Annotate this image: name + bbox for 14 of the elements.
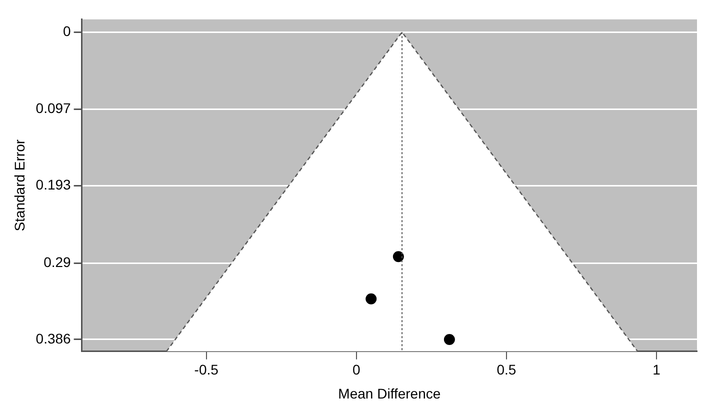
y-axis-title: Standard Error: [11, 139, 28, 232]
y-tick-label: 0.193: [36, 176, 72, 193]
point: [392, 251, 404, 262]
x-tick-label: 0.5: [496, 362, 516, 378]
y-tick-label: 0.097: [36, 100, 72, 116]
point: [366, 293, 377, 304]
y-tick-label: 0: [63, 23, 72, 39]
x-tick-label: 0: [352, 362, 361, 378]
x-tick-label: 1: [652, 362, 661, 378]
y-tick-label: 0.386: [36, 330, 72, 346]
y-tick-label: 0.29: [44, 254, 72, 270]
point: [444, 334, 455, 345]
x-tick-label: -0.5: [194, 362, 219, 378]
x-axis-title: Mean Difference: [338, 385, 441, 402]
